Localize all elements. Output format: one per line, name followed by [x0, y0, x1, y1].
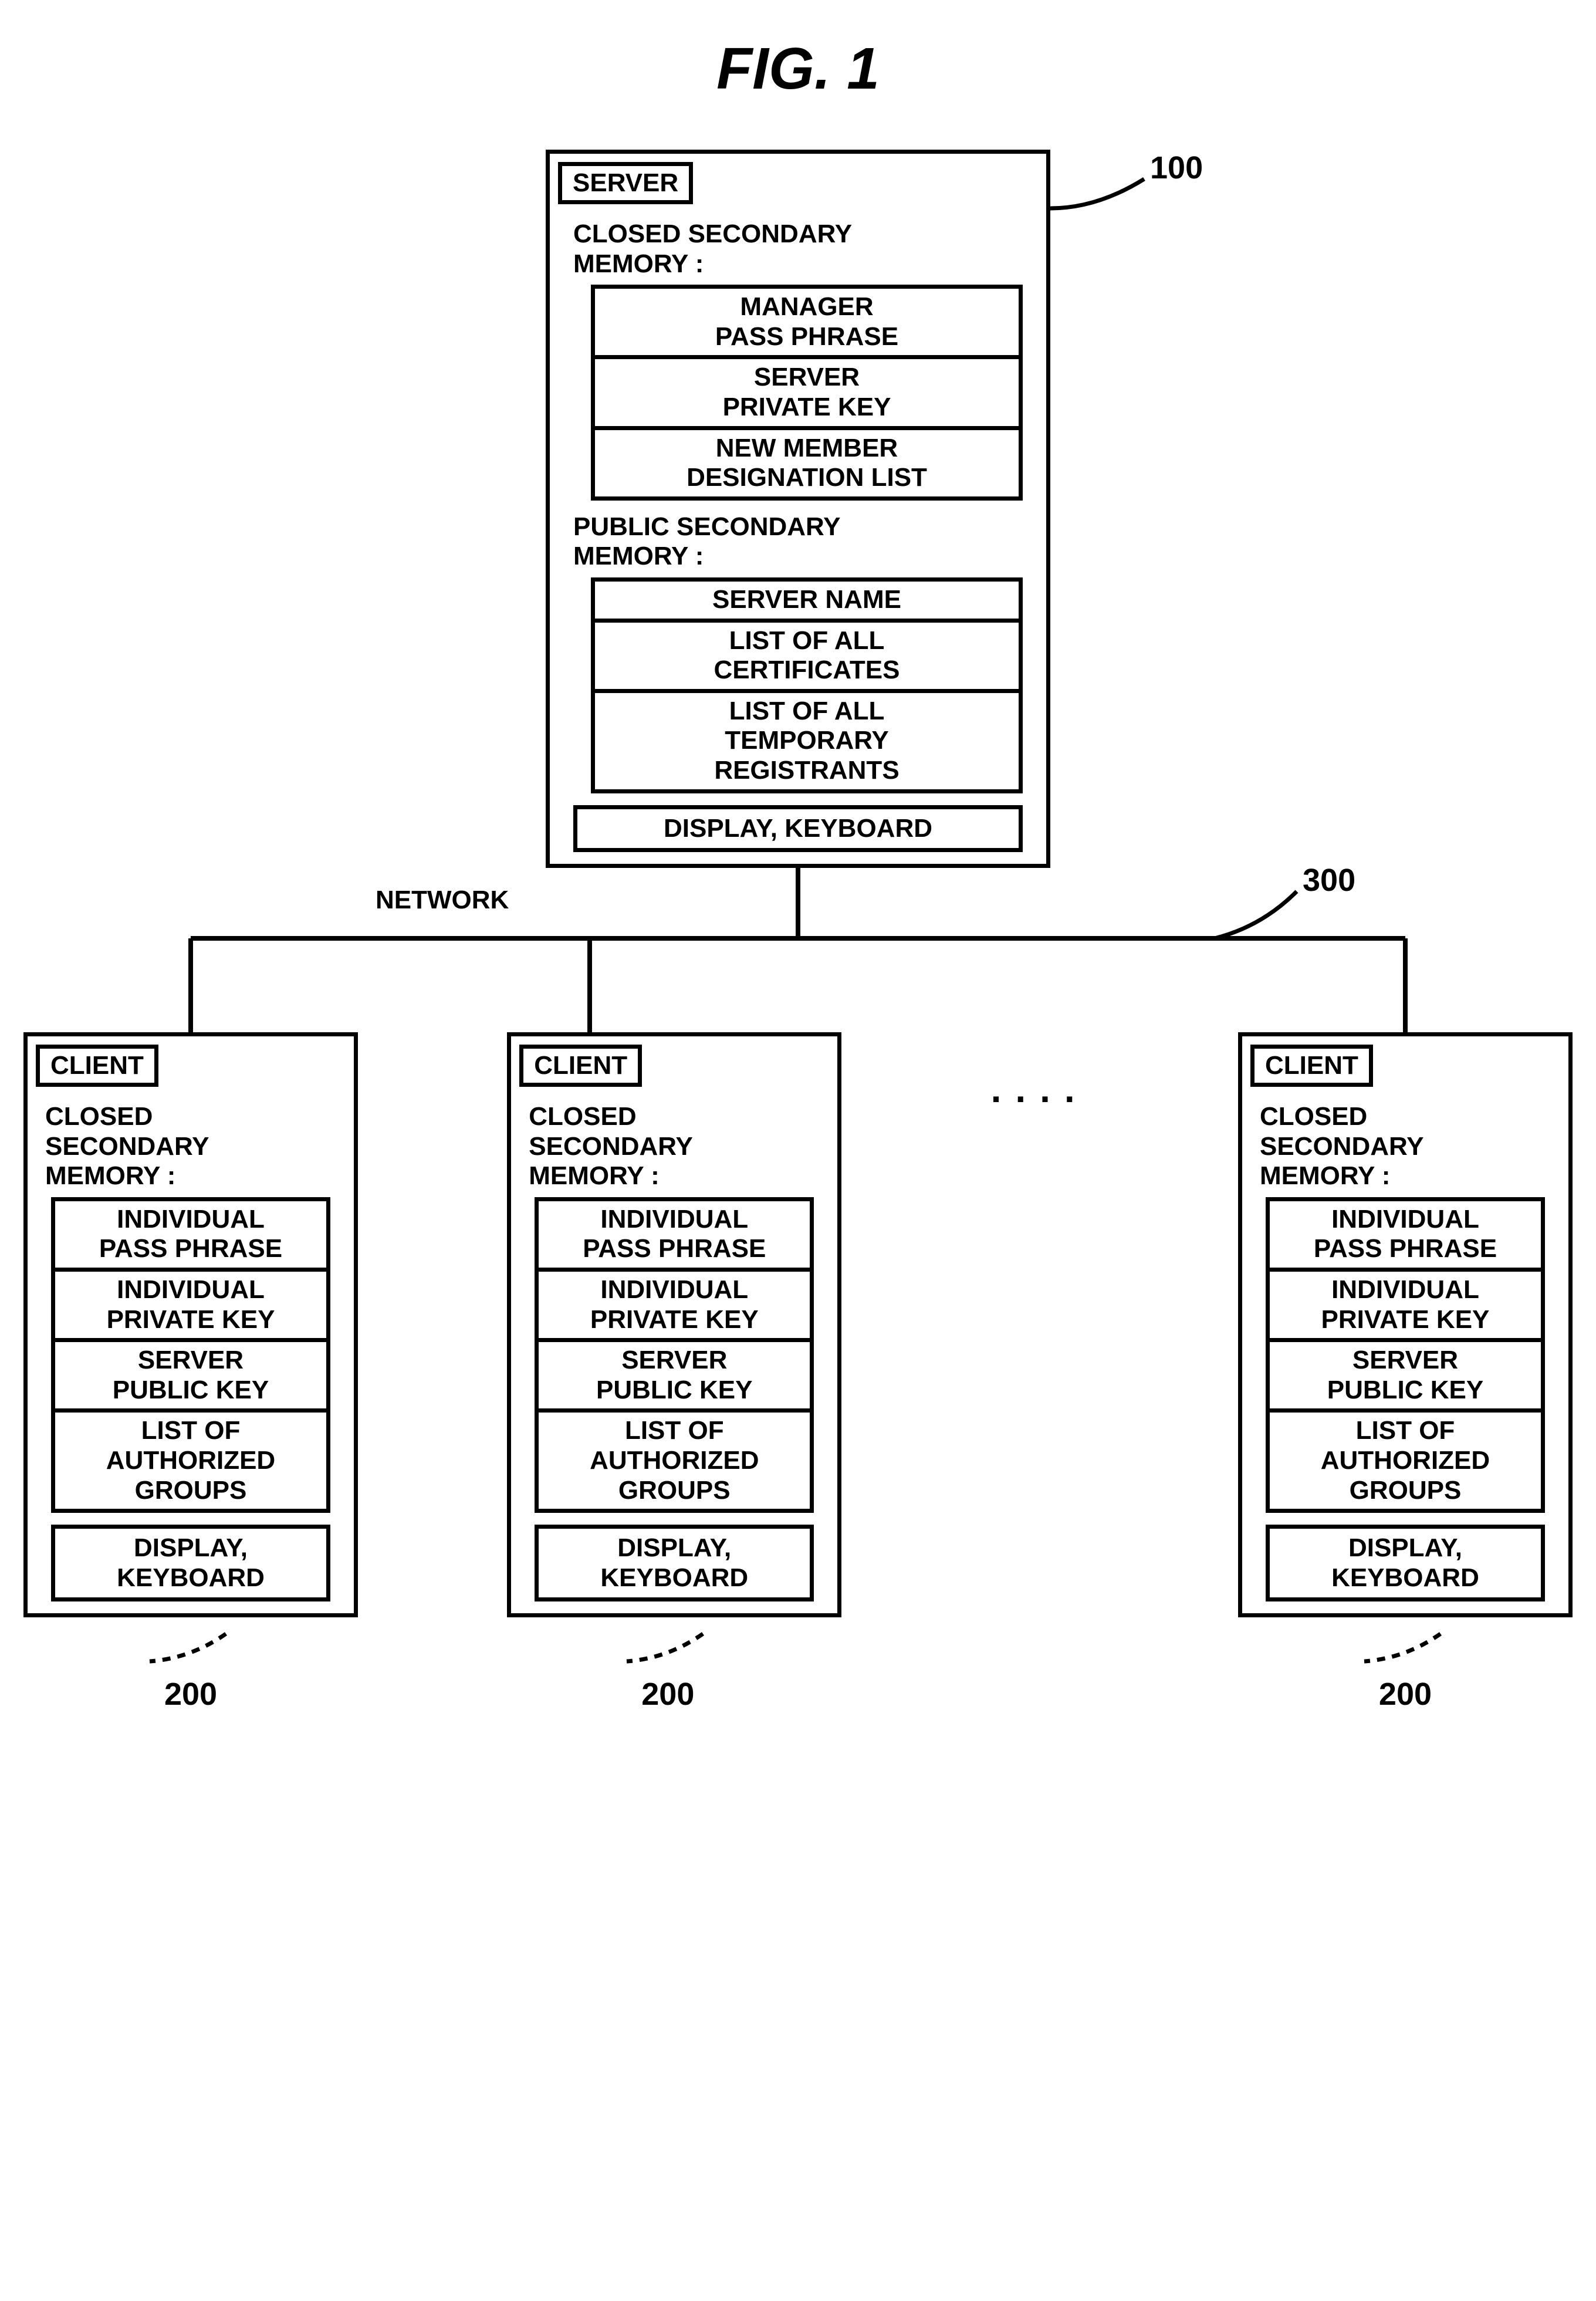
server-bottom: DISPLAY, KEYBOARD: [573, 805, 1023, 853]
client-item: SERVERPUBLIC KEY: [51, 1342, 330, 1413]
client-items: INDIVIDUALPASS PHRASE INDIVIDUALPRIVATE …: [535, 1197, 814, 1513]
client-section: CLOSEDSECONDARYMEMORY : INDIVIDUALPASS P…: [28, 1102, 354, 1513]
client-item: SERVERPUBLIC KEY: [1266, 1342, 1545, 1413]
client-callout: 200: [1238, 1676, 1573, 1712]
server-item: LIST OF ALLTEMPORARYREGISTRANTS: [591, 693, 1023, 793]
server-section-1-items: SERVER NAME LIST OF ALLCERTIFICATES LIST…: [591, 577, 1023, 793]
client-section-heading: CLOSEDSECONDARYMEMORY :: [529, 1102, 837, 1191]
client-callout-lead: [603, 1629, 732, 1676]
client-label: CLIENT: [519, 1045, 642, 1087]
client-section: CLOSEDSECONDARYMEMORY : INDIVIDUALPASS P…: [511, 1102, 837, 1513]
spacer: [978, 1629, 1095, 1712]
client-bottom: DISPLAY,KEYBOARD: [535, 1525, 814, 1601]
figure-title: FIG. 1: [23, 35, 1573, 103]
network-label: NETWORK: [376, 886, 509, 915]
server-box: SERVER CLOSED SECONDARYMEMORY : MANAGERP…: [546, 150, 1050, 868]
client-items: INDIVIDUALPASS PHRASE INDIVIDUALPRIVATE …: [51, 1197, 330, 1513]
client-box: CLIENT CLOSEDSECONDARYMEMORY : INDIVIDUA…: [1238, 1032, 1573, 1617]
clients-row: CLIENT CLOSEDSECONDARYMEMORY : INDIVIDUA…: [23, 1032, 1573, 1617]
client-label: CLIENT: [1250, 1045, 1373, 1087]
client-item: INDIVIDUALPRIVATE KEY: [51, 1272, 330, 1342]
client-bottom: DISPLAY,KEYBOARD: [1266, 1525, 1545, 1601]
client-box: CLIENT CLOSEDSECONDARYMEMORY : INDIVIDUA…: [23, 1032, 358, 1617]
client-bottom: DISPLAY,KEYBOARD: [51, 1525, 330, 1601]
client-callout-cell: 200: [1238, 1629, 1573, 1712]
client-callout-lead: [1341, 1629, 1470, 1676]
client-items: INDIVIDUALPASS PHRASE INDIVIDUALPRIVATE …: [1266, 1197, 1545, 1513]
client-item: INDIVIDUALPASS PHRASE: [535, 1197, 814, 1272]
client-label: CLIENT: [36, 1045, 158, 1087]
client-callout-lead: [126, 1629, 255, 1676]
client-callout-cell: 200: [501, 1629, 835, 1712]
server-item: NEW MEMBERDESIGNATION LIST: [591, 430, 1023, 501]
client-section-heading: CLOSEDSECONDARYMEMORY :: [1260, 1102, 1568, 1191]
client-item: INDIVIDUALPASS PHRASE: [51, 1197, 330, 1272]
client-section: CLOSEDSECONDARYMEMORY : INDIVIDUALPASS P…: [1242, 1102, 1568, 1513]
client-callout-row: 200 200 200: [23, 1617, 1573, 1712]
client-section-heading: CLOSEDSECONDARYMEMORY :: [45, 1102, 354, 1191]
server-section-1: PUBLIC SECONDARYMEMORY : SERVER NAME LIS…: [550, 512, 1046, 793]
server-label: SERVER: [558, 162, 693, 204]
client-item: INDIVIDUALPRIVATE KEY: [535, 1272, 814, 1342]
ellipsis-dots: ....: [991, 1067, 1089, 1111]
client-callout: 200: [501, 1676, 835, 1712]
server-section-0: CLOSED SECONDARYMEMORY : MANAGERPASS PHR…: [550, 219, 1046, 501]
server-item: SERVERPRIVATE KEY: [591, 359, 1023, 430]
client-item: LIST OFAUTHORIZEDGROUPS: [1266, 1413, 1545, 1513]
network-callout: 300: [1303, 862, 1355, 898]
client-item: INDIVIDUALPRIVATE KEY: [1266, 1272, 1545, 1342]
client-item: LIST OFAUTHORIZEDGROUPS: [51, 1413, 330, 1513]
client-item: INDIVIDUALPASS PHRASE: [1266, 1197, 1545, 1272]
figure-root: FIG. 1 SERVER CLOSED SECONDARYMEMORY : M…: [23, 35, 1573, 1712]
server-section-0-items: MANAGERPASS PHRASE SERVERPRIVATE KEY NEW…: [591, 285, 1023, 501]
client-item: LIST OFAUTHORIZEDGROUPS: [535, 1413, 814, 1513]
server-section-0-heading: CLOSED SECONDARYMEMORY :: [573, 219, 1046, 279]
server-area: SERVER CLOSED SECONDARYMEMORY : MANAGERP…: [23, 150, 1573, 868]
server-item: LIST OF ALLCERTIFICATES: [591, 623, 1023, 693]
server-callout: 100: [1150, 150, 1203, 186]
client-callout-cell: 200: [23, 1629, 358, 1712]
server-item: MANAGERPASS PHRASE: [591, 285, 1023, 359]
client-callout: 200: [23, 1676, 358, 1712]
client-item: SERVERPUBLIC KEY: [535, 1342, 814, 1413]
client-box: CLIENT CLOSEDSECONDARYMEMORY : INDIVIDUA…: [507, 1032, 841, 1617]
server-item: SERVER NAME: [591, 577, 1023, 623]
connector-area: NETWORK 300: [23, 868, 1573, 1032]
server-section-1-heading: PUBLIC SECONDARYMEMORY :: [573, 512, 1046, 572]
